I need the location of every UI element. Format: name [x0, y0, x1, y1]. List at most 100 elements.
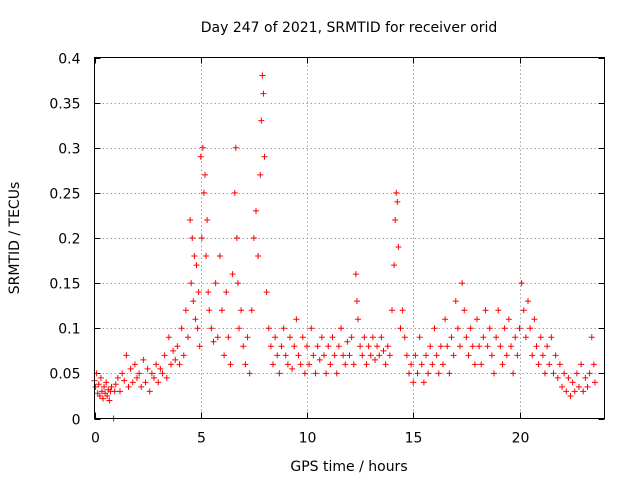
data-point	[403, 352, 410, 359]
data-point	[450, 352, 457, 359]
data-point	[250, 235, 257, 241]
data-point	[352, 271, 359, 278]
data-point	[192, 316, 199, 323]
data-point	[168, 361, 174, 368]
data-point	[471, 361, 478, 368]
data-point	[206, 307, 213, 314]
y-tick-label: 0.35	[49, 97, 80, 113]
data-point	[359, 352, 366, 359]
data-point	[260, 90, 267, 97]
data-point	[433, 352, 440, 359]
data-point	[200, 189, 207, 196]
data-point	[561, 370, 568, 377]
data-point	[205, 289, 212, 296]
data-point	[393, 189, 400, 196]
data-point	[127, 365, 134, 372]
data-point	[482, 307, 489, 314]
data-point	[552, 352, 559, 359]
data-point	[312, 370, 319, 377]
y-axis-label: SRMTID / TECUs	[7, 182, 23, 295]
data-point	[193, 262, 200, 269]
data-point	[119, 370, 126, 377]
data-point	[92, 383, 99, 390]
data-point	[335, 343, 342, 350]
data-point	[293, 316, 300, 323]
data-point	[198, 235, 205, 241]
data-point	[259, 72, 266, 79]
data-point	[440, 361, 446, 368]
data-point	[140, 356, 147, 363]
data-point	[238, 307, 245, 314]
data-point	[491, 370, 497, 377]
data-point	[178, 325, 185, 332]
data-point	[374, 343, 381, 350]
data-point	[248, 307, 255, 314]
data-point	[363, 361, 370, 368]
data-point	[469, 343, 476, 350]
data-point	[191, 253, 198, 260]
data-point	[96, 392, 103, 399]
data-point	[578, 361, 585, 368]
data-point	[287, 334, 293, 341]
data-point	[355, 316, 361, 323]
data-point	[461, 307, 468, 314]
data-point	[98, 388, 105, 395]
data-point	[125, 383, 132, 390]
data-point	[514, 352, 521, 359]
data-point	[392, 216, 399, 223]
data-point	[550, 370, 557, 377]
data-point	[582, 374, 589, 381]
data-point	[586, 370, 593, 377]
data-point	[189, 235, 196, 241]
data-point	[425, 370, 432, 377]
x-axis-label: GPS time / hours	[290, 459, 407, 475]
data-point	[267, 343, 274, 350]
data-point	[306, 361, 313, 368]
data-point	[382, 361, 389, 368]
data-point	[106, 397, 113, 404]
data-point	[208, 325, 215, 332]
data-point	[427, 343, 434, 350]
data-point	[163, 374, 170, 381]
data-point	[397, 325, 404, 332]
data-point	[165, 334, 172, 341]
data-point	[412, 352, 419, 359]
data-point	[463, 334, 470, 341]
data-point	[510, 370, 517, 377]
data-point	[232, 144, 239, 151]
data-point	[111, 388, 118, 395]
data-point	[576, 383, 582, 390]
data-point	[142, 379, 149, 386]
data-point	[429, 361, 436, 368]
data-point	[529, 352, 536, 359]
data-point	[474, 316, 480, 323]
data-point	[104, 392, 111, 399]
data-point	[588, 334, 595, 341]
data-point	[129, 379, 136, 386]
data-point	[212, 280, 219, 287]
data-point	[503, 352, 510, 359]
data-point	[442, 316, 449, 323]
data-point	[155, 379, 162, 386]
data-point	[299, 334, 306, 341]
data-point	[176, 361, 183, 368]
data-point	[282, 352, 289, 359]
data-point	[495, 307, 502, 314]
data-point	[253, 207, 259, 214]
data-point	[571, 388, 578, 395]
data-point	[284, 361, 291, 368]
data-point	[342, 361, 349, 368]
x-tick-label: 10	[299, 431, 317, 447]
data-point	[263, 289, 270, 296]
data-point	[376, 352, 383, 359]
data-point	[148, 370, 155, 377]
data-point	[350, 361, 357, 368]
data-point	[131, 361, 138, 368]
data-point	[499, 361, 506, 368]
data-point	[182, 307, 189, 314]
data-point	[121, 377, 128, 384]
data-point	[559, 383, 565, 390]
data-point	[452, 298, 459, 305]
data-point	[258, 117, 265, 124]
data-point	[117, 388, 123, 395]
